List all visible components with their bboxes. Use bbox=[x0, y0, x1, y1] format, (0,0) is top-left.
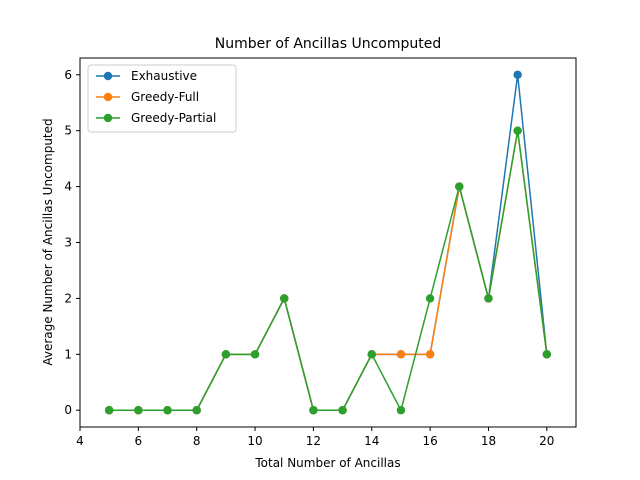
x-tick-label: 20 bbox=[539, 434, 554, 448]
data-point bbox=[309, 406, 318, 415]
y-tick-label: 1 bbox=[64, 347, 72, 361]
data-point bbox=[396, 406, 406, 415]
y-tick-label: 2 bbox=[64, 291, 72, 305]
data-point bbox=[134, 406, 143, 415]
data-point bbox=[221, 350, 231, 359]
legend-marker bbox=[103, 113, 113, 123]
legend: Exhaustive Greedy-Full Greedy-Partial bbox=[87, 64, 237, 133]
data-point bbox=[396, 350, 406, 359]
x-tick-label: 4 bbox=[76, 434, 84, 448]
y-axis: 0 1 2 3 4 5 6 bbox=[64, 68, 80, 417]
data-point bbox=[192, 406, 201, 415]
legend-label: Greedy-Full bbox=[131, 90, 199, 104]
legend-label: Greedy-Partial bbox=[131, 111, 216, 125]
data-point bbox=[104, 406, 114, 415]
x-tick-label: 10 bbox=[247, 434, 262, 448]
y-tick-label: 5 bbox=[64, 124, 72, 138]
x-tick-label: 8 bbox=[193, 434, 201, 448]
x-axis-label: Total Number of Ancillas bbox=[254, 456, 400, 470]
x-tick-label: 12 bbox=[306, 434, 321, 448]
x-tick-label: 18 bbox=[481, 434, 496, 448]
data-point bbox=[425, 350, 435, 359]
x-tick-label: 14 bbox=[364, 434, 379, 448]
legend-marker bbox=[103, 92, 113, 102]
legend-box bbox=[87, 64, 237, 133]
legend-item: Greedy-Full bbox=[96, 90, 199, 104]
axes-frame bbox=[79, 57, 577, 428]
series-layer bbox=[104, 70, 552, 415]
x-tick-label: 6 bbox=[135, 434, 143, 448]
y-axis-label: Average Number of Ancillas Uncomputed bbox=[41, 118, 55, 365]
data-point bbox=[425, 294, 435, 303]
data-point bbox=[455, 182, 464, 191]
y-tick-label: 3 bbox=[64, 236, 72, 250]
data-point bbox=[250, 350, 260, 359]
data-point bbox=[163, 406, 172, 415]
legend-item: Exhaustive bbox=[96, 69, 197, 83]
y-tick-label: 0 bbox=[64, 403, 72, 417]
data-point bbox=[542, 350, 552, 359]
x-axis: 4 6 8 10 12 14 16 18 20 bbox=[76, 427, 554, 448]
chart-title: Number of Ancillas Uncomputed bbox=[215, 36, 442, 52]
y-tick-label: 4 bbox=[64, 180, 72, 194]
series-greedy-partial bbox=[104, 126, 552, 415]
legend-label: Exhaustive bbox=[131, 69, 197, 83]
data-point bbox=[280, 294, 289, 303]
series-line bbox=[109, 129, 548, 411]
legend-item: Greedy-Partial bbox=[96, 111, 216, 125]
x-tick-label: 16 bbox=[422, 434, 437, 448]
y-tick-label: 6 bbox=[64, 68, 72, 82]
data-point bbox=[513, 70, 522, 79]
legend-marker bbox=[103, 71, 113, 81]
data-point bbox=[513, 126, 522, 135]
data-point bbox=[367, 350, 376, 359]
data-point bbox=[338, 406, 347, 415]
data-point bbox=[484, 294, 493, 303]
